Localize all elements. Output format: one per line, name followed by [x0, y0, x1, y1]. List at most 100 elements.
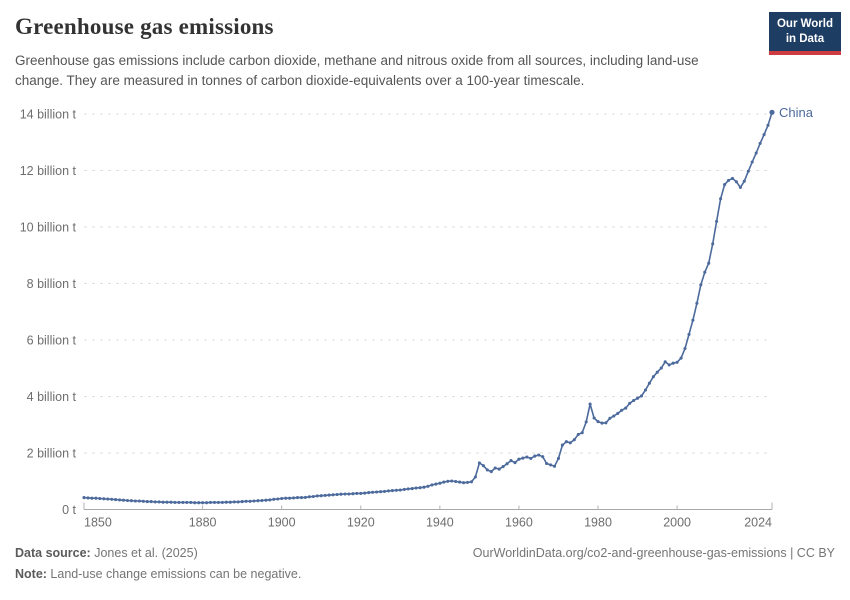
- data-point: [465, 480, 470, 484]
- data-point: [477, 461, 481, 465]
- chart-footer: Data source: Jones et al. (2025) OurWorl…: [15, 546, 835, 581]
- data-point: [580, 431, 584, 435]
- data-point: [434, 482, 438, 486]
- data-point: [185, 500, 189, 504]
- data-point: [723, 183, 727, 187]
- data-point: [671, 361, 675, 365]
- data-source-value: Jones et al. (2025): [90, 546, 198, 560]
- data-point: [592, 416, 596, 420]
- data-point: [331, 493, 335, 497]
- data-point: [469, 480, 474, 484]
- data-point: [493, 466, 497, 470]
- data-point: [402, 487, 406, 491]
- y-tick-label: 4 billion t: [27, 390, 77, 404]
- data-point: [228, 500, 232, 504]
- data-point: [351, 492, 355, 496]
- x-tick-label: 1940: [426, 516, 454, 530]
- data-point: [264, 498, 268, 502]
- data-point: [746, 169, 750, 173]
- data-point: [161, 500, 165, 504]
- data-point: [268, 498, 272, 502]
- data-point: [734, 180, 738, 184]
- data-point: [620, 408, 624, 412]
- data-point: [272, 497, 276, 501]
- data-point: [224, 500, 228, 504]
- x-tick-label: 1960: [505, 516, 533, 530]
- data-point: [766, 123, 770, 127]
- data-point: [651, 375, 655, 379]
- data-point: [509, 459, 513, 463]
- data-point: [208, 500, 213, 504]
- data-point: [252, 499, 256, 503]
- data-point: [517, 457, 521, 461]
- data-point: [299, 496, 304, 500]
- data-point: [711, 242, 715, 246]
- data-point: [240, 500, 244, 504]
- data-point: [157, 500, 161, 504]
- y-tick-label: 14 billion t: [20, 108, 77, 122]
- y-tick-label: 10 billion t: [20, 221, 77, 235]
- data-point: [750, 160, 754, 164]
- data-point: [639, 394, 644, 398]
- data-point: [485, 468, 489, 472]
- data-point: [628, 401, 632, 405]
- data-point: [394, 488, 398, 492]
- data-point: [426, 484, 430, 488]
- data-point: [691, 318, 695, 322]
- data-point: [489, 470, 493, 474]
- data-point: [386, 489, 391, 493]
- data-point: [86, 496, 90, 500]
- data-point: [339, 492, 343, 496]
- data-point: [462, 481, 466, 485]
- y-tick-label: 8 billion t: [27, 277, 77, 291]
- data-point: [481, 464, 485, 468]
- data-point: [454, 479, 458, 484]
- data-point: [177, 500, 181, 504]
- data-point: [201, 501, 205, 505]
- y-tick-label: 0 t: [62, 503, 76, 517]
- data-point: [133, 499, 137, 503]
- data-point: [422, 485, 426, 489]
- data-point: [327, 493, 331, 497]
- note-value: Land-use change emissions can be negativ…: [46, 567, 302, 581]
- data-point: [90, 496, 94, 500]
- data-point: [446, 479, 450, 483]
- data-point: [683, 346, 687, 351]
- data-point: [624, 406, 628, 410]
- data-point: [303, 495, 307, 499]
- data-point: [726, 178, 731, 182]
- data-point: [82, 496, 86, 500]
- data-point: [687, 332, 691, 336]
- x-tick-label: 1920: [347, 516, 375, 530]
- data-point: [497, 467, 501, 471]
- data-point: [537, 453, 541, 457]
- series-end-dot: [769, 109, 775, 115]
- data-point: [236, 500, 240, 504]
- chart-header: Greenhouse gas emissions Greenhouse gas …: [15, 12, 841, 90]
- data-point: [513, 461, 517, 465]
- data-point: [288, 496, 292, 500]
- data-point: [584, 420, 588, 424]
- data-point: [529, 456, 533, 460]
- data-point: [137, 499, 141, 503]
- data-point: [608, 416, 612, 420]
- data-point: [707, 261, 711, 265]
- data-point: [363, 491, 367, 495]
- data-point: [679, 356, 683, 360]
- data-point: [632, 398, 636, 403]
- data-point: [442, 480, 446, 484]
- data-point: [663, 360, 667, 364]
- owid-logo[interactable]: Our World in Data: [768, 12, 841, 55]
- data-point: [232, 500, 236, 504]
- data-point: [295, 496, 300, 500]
- note-label: Note:: [15, 567, 47, 581]
- data-point: [390, 489, 394, 493]
- series-label-china: China: [779, 105, 814, 120]
- data-point: [323, 493, 327, 497]
- data-point: [742, 179, 746, 183]
- data-point: [754, 151, 758, 155]
- data-point: [371, 490, 375, 494]
- data-point: [189, 500, 193, 504]
- data-point: [576, 432, 580, 436]
